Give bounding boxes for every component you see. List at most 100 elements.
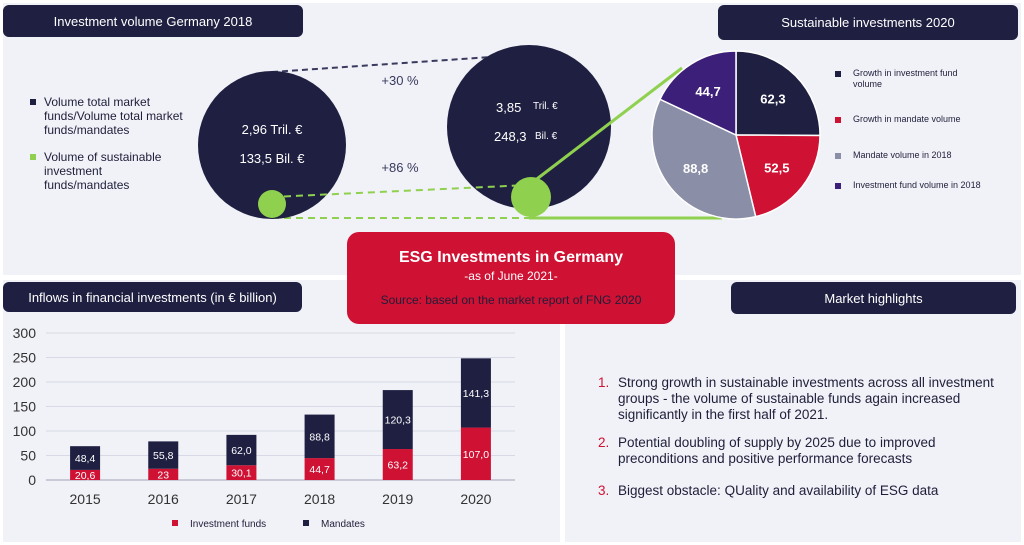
highlight-number: 1. [598, 375, 610, 390]
x-tick-label: 2019 [382, 491, 413, 507]
value-2020-sustainable: 248,3 [494, 129, 527, 144]
legend-total-market: Volume total market funds/Volume total m… [30, 95, 210, 137]
pie-slice [658, 50, 737, 137]
connector-sustainable [271, 184, 530, 198]
bar-mandates [460, 358, 491, 428]
pie-legend-label: Growth in mandate volume [853, 114, 961, 124]
connector-top [271, 54, 521, 73]
pie-legend-item: Investment fund volume in 2018 [835, 180, 985, 191]
bar-value-label: 120,3 [385, 415, 411, 427]
bar-value-label: 88,8 [309, 431, 330, 443]
pie-slice [651, 98, 757, 220]
highlight-number: 3. [598, 483, 610, 498]
legend-swatch [303, 520, 309, 526]
legend-swatch [172, 520, 178, 526]
bar-value-label: 44,7 [309, 464, 330, 476]
pie-value-label: 52,5 [764, 160, 789, 175]
bar-mandates [226, 434, 257, 466]
y-tick-label: 0 [28, 472, 36, 488]
y-tick-label: 250 [13, 350, 37, 366]
bar-value-label: 107,0 [463, 449, 489, 461]
bar-mandates [148, 441, 179, 469]
highlight-text: Potential doubling of supply by 2025 due… [618, 435, 936, 466]
pie-legend-item: Mandate volume in 2018 [835, 150, 985, 161]
bar-investment-funds [304, 458, 335, 480]
y-tick-label: 100 [13, 423, 37, 439]
bar-mandates [304, 414, 335, 459]
legend-sustainable: Volume of sustainable investment funds/m… [30, 150, 190, 192]
growth-sustainable: +86 % [381, 160, 419, 175]
bar-value-label: 30,1 [231, 468, 252, 480]
circle-2018-total [198, 71, 346, 219]
highlight-item: 1. Strong growth in sustainable investmen… [598, 375, 998, 423]
investment-volume-header: Investment volume Germany 2018 [3, 5, 303, 37]
inflows-bar-chart: 0 50 100 150 200 250 300 20,6 48,4 2015 23 55,8 2016… [13, 325, 515, 530]
pie-value-label: 88,8 [683, 161, 708, 176]
bar-mandates [382, 390, 413, 450]
pie-legend-swatch [835, 117, 841, 123]
bar-value-label: 55,8 [153, 450, 174, 462]
circle-2020-sustainable [511, 177, 551, 217]
pie-slice [735, 50, 821, 137]
legend-label: Volume total market funds/Volume total m… [44, 95, 183, 137]
market-highlights-header: Market highlights [731, 282, 1016, 314]
growth-total: +30 % [381, 73, 419, 88]
inflows-header: Inflows in financial investments (in € b… [3, 282, 302, 312]
connector-to-pie [528, 66, 683, 187]
bar-investment-funds [148, 468, 179, 480]
pie-legend-swatch [835, 183, 841, 189]
bar-value-label: 62,0 [231, 445, 252, 457]
esg-title-box: ESG Investments in Germany -as of June 2… [347, 232, 675, 324]
sustainable-investments-header: Sustainable investments 2020 [718, 5, 1018, 40]
pie-legend-label: Growth in investment fund volume [853, 68, 958, 89]
bar-investment-funds [382, 449, 413, 480]
pie-legend-swatch [835, 71, 841, 77]
bar-value-label: 141,3 [463, 388, 489, 400]
legend-label: Volume of sustainable investment funds/m… [44, 150, 162, 192]
value-2018-sustainable: 133,5 Bil. € [239, 151, 305, 166]
legend-swatch [30, 154, 36, 160]
x-tick-label: 2018 [304, 491, 335, 507]
legend-label: Mandates [321, 519, 365, 530]
pie-legend-item: Growth in mandate volume [835, 114, 985, 125]
x-tick-label: 2015 [70, 491, 101, 507]
highlight-item: 3. Biggest obstacle: QUality and availabi… [598, 483, 998, 499]
investment-volume-diagram: 2,96 Tril. € 133,5 Bil. € 3,85 Tril. € 2… [198, 45, 722, 220]
pie-slice [735, 134, 821, 218]
esg-title: ESG Investments in Germany [398, 249, 624, 266]
bar-mandates [70, 446, 101, 470]
circle-2018-sustainable [258, 190, 286, 218]
bar-value-label: 23 [157, 469, 169, 481]
bar-value-label: 20,6 [75, 470, 96, 482]
legend-swatch [30, 99, 36, 105]
x-tick-label: 2016 [148, 491, 179, 507]
highlight-number: 2. [598, 435, 610, 450]
x-tick-label: 2020 [460, 491, 491, 507]
bar-investment-funds [70, 469, 101, 480]
pie-legend-label: Mandate volume in 2018 [853, 150, 952, 160]
pie-chart: 62,3 52,5 88,8 44,7 [651, 50, 821, 220]
pie-value-label: 62,3 [760, 91, 785, 106]
pie-legend-label: Investment fund volume in 2018 [853, 180, 981, 190]
y-tick-label: 300 [13, 325, 37, 341]
unit-2020-total: Tril. € [533, 101, 558, 112]
x-tick-label: 2017 [226, 491, 257, 507]
highlight-text: Strong growth in sustainable investments… [618, 375, 994, 422]
y-tick-label: 150 [13, 399, 37, 415]
bar-value-label: 63,2 [388, 460, 409, 472]
pie-legend-swatch [835, 153, 841, 159]
highlight-text: Biggest obstacle: QUality and availabili… [618, 483, 939, 498]
y-tick-label: 200 [13, 374, 37, 390]
highlight-item: 2. Potential doubling of supply by 2025 d… [598, 435, 998, 467]
legend-label: Investment funds [190, 519, 266, 530]
esg-source: Source: based on the market report of FN… [380, 293, 642, 307]
circle-2020-total [447, 45, 611, 209]
pie-value-label: 44,7 [695, 84, 720, 99]
value-2020-total: 3,85 [496, 100, 521, 115]
pie-legend-item: Growth in investment fund volume [835, 68, 985, 90]
bar-value-label: 48,4 [75, 453, 96, 465]
bar-investment-funds [460, 427, 491, 480]
unit-2020-sustainable: Bil. € [535, 131, 558, 142]
y-tick-label: 50 [20, 448, 36, 464]
esg-subtitle: -as of June 2021- [464, 269, 558, 283]
